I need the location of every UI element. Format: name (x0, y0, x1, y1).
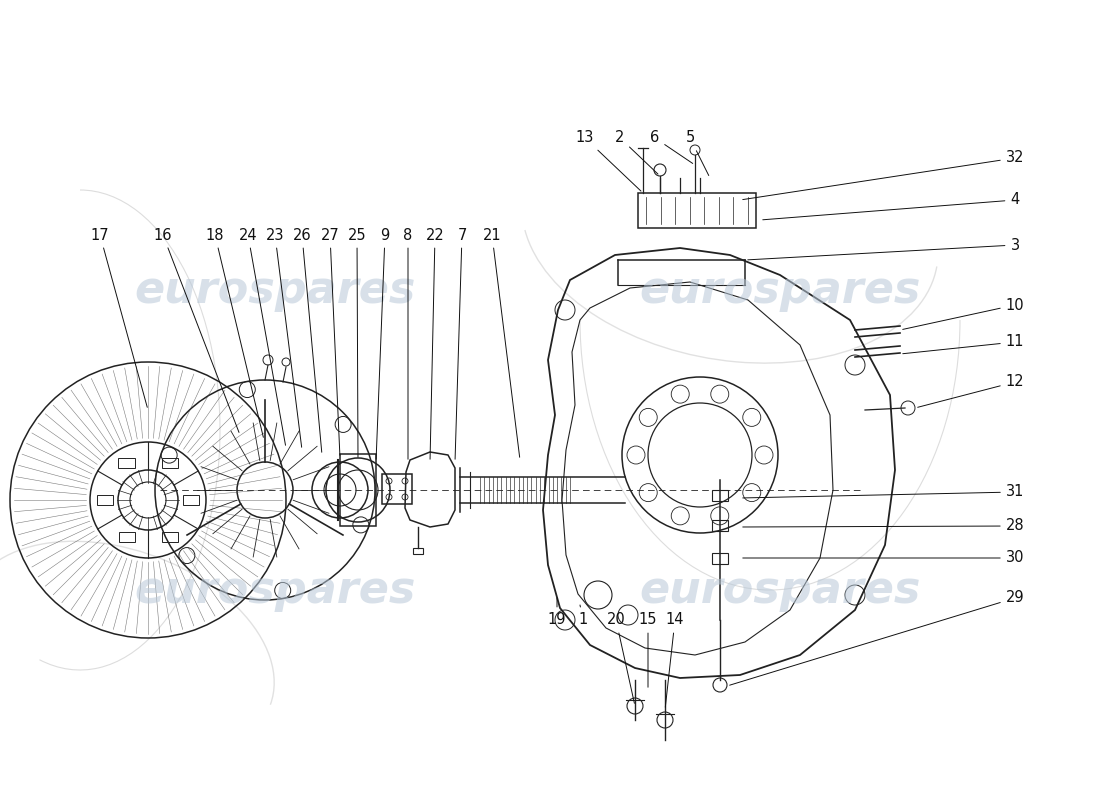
Bar (712, 520, 728, 531)
Bar (119, 458, 134, 468)
Text: 19: 19 (548, 598, 566, 627)
Text: eurospares: eurospares (134, 569, 416, 611)
Text: 32: 32 (742, 150, 1024, 199)
Bar (119, 532, 134, 542)
Text: 13: 13 (575, 130, 641, 191)
Bar (712, 553, 728, 564)
Bar (162, 458, 177, 468)
Text: 21: 21 (483, 227, 519, 458)
Bar (97, 495, 113, 505)
Text: eurospares: eurospares (639, 569, 921, 611)
Bar (412, 548, 424, 554)
Text: 17: 17 (90, 227, 147, 407)
Text: 10: 10 (903, 298, 1024, 330)
Text: 22: 22 (426, 227, 444, 459)
Text: 14: 14 (666, 613, 684, 707)
Text: 16: 16 (154, 227, 239, 433)
Text: 26: 26 (293, 227, 321, 452)
Text: 11: 11 (903, 334, 1024, 354)
Text: 8: 8 (404, 227, 412, 459)
Text: 27: 27 (320, 227, 340, 455)
Text: 12: 12 (917, 374, 1024, 407)
Bar (382, 474, 412, 504)
Text: eurospares: eurospares (639, 269, 921, 311)
Text: 23: 23 (266, 227, 301, 447)
Bar (340, 454, 376, 526)
Text: 29: 29 (729, 590, 1024, 685)
Bar (162, 532, 177, 542)
Text: 6: 6 (650, 130, 693, 163)
Text: 20: 20 (606, 613, 635, 703)
Text: 30: 30 (742, 550, 1024, 566)
Text: 9: 9 (376, 227, 389, 459)
Text: eurospares: eurospares (134, 269, 416, 311)
Text: 28: 28 (742, 518, 1024, 534)
Text: 24: 24 (239, 227, 286, 446)
Text: 15: 15 (639, 613, 658, 687)
Text: 25: 25 (348, 227, 366, 458)
Text: 18: 18 (206, 227, 263, 438)
Text: 3: 3 (748, 238, 1020, 260)
Bar (638, 193, 756, 228)
Text: 5: 5 (685, 130, 708, 175)
Text: 31: 31 (742, 485, 1024, 499)
Bar (183, 495, 199, 505)
Text: 2: 2 (615, 130, 658, 174)
Bar (712, 490, 728, 501)
Text: 7: 7 (455, 227, 466, 459)
Text: 1: 1 (579, 605, 587, 627)
Text: 4: 4 (762, 193, 1020, 220)
